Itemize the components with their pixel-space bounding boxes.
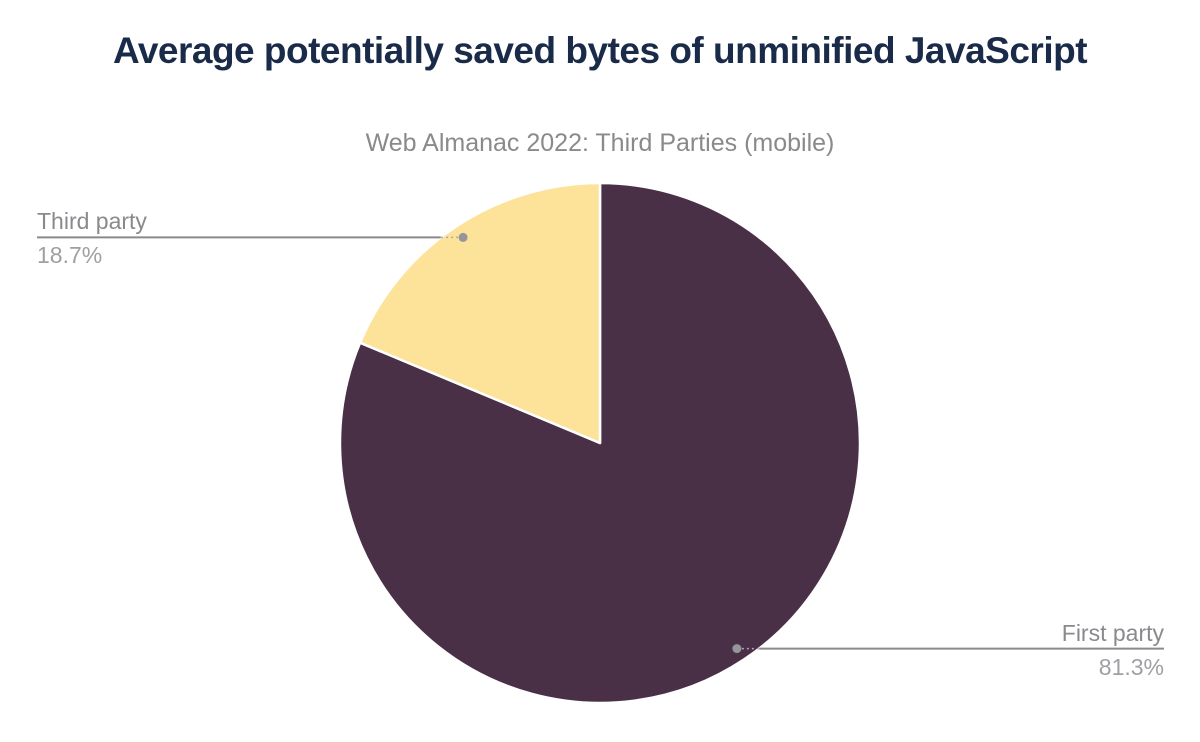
- slice-percentage: 81.3%: [1098, 653, 1164, 680]
- callout-dot: [458, 232, 468, 242]
- chart-title: Average potentially saved bytes of unmin…: [0, 31, 1200, 71]
- chart-title-text: Average potentially saved bytes of unmin…: [112, 30, 1088, 71]
- slice-label: Third party: [37, 208, 147, 235]
- chart-subtitle: Web Almanac 2022: Third Parties (mobile): [365, 129, 835, 157]
- slice-label: First party: [1061, 619, 1164, 646]
- slice-percentage: 18.7%: [37, 242, 103, 269]
- callout-third-party: Third party 18.7%: [37, 208, 147, 269]
- callout-first-party: First party 81.3%: [1062, 620, 1164, 681]
- pie-slice-third-party[interactable]: [358, 181, 602, 445]
- callout-dot: [732, 644, 742, 654]
